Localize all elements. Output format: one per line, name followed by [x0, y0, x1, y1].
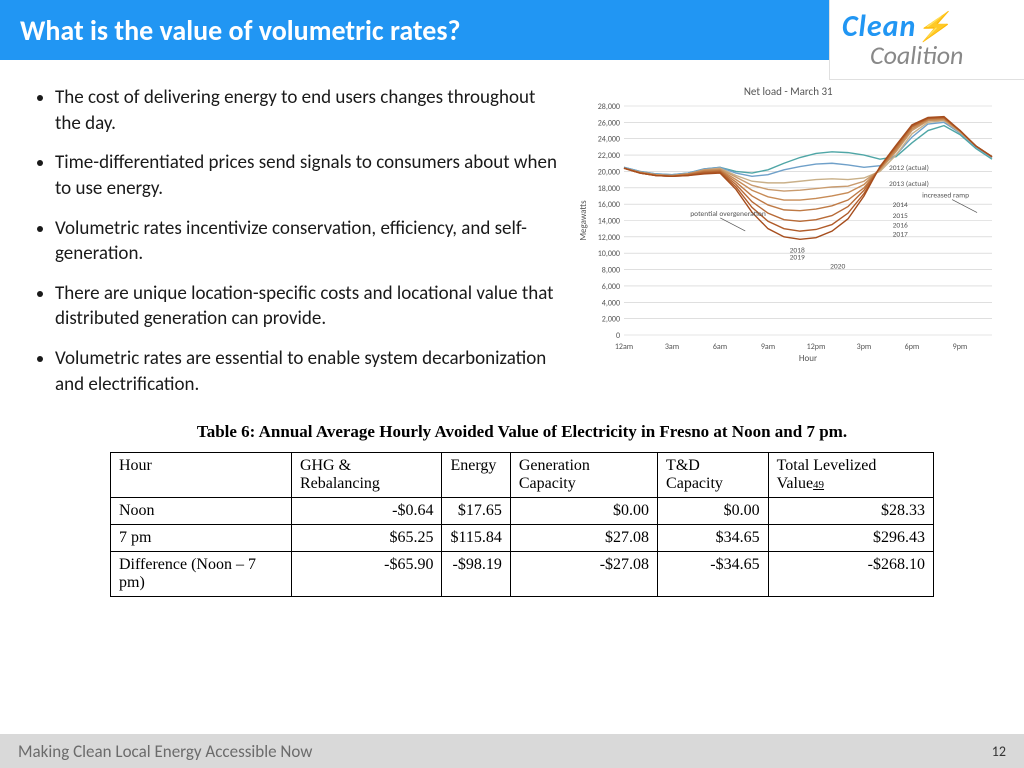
svg-text:2014: 2014: [893, 201, 908, 210]
table-row: Difference (Noon – 7 pm)-$65.90-$98.19-$…: [111, 551, 934, 596]
bullet-item: The cost of delivering energy to end use…: [55, 85, 557, 136]
svg-text:10,000: 10,000: [598, 249, 620, 259]
table-section: Table 6: Annual Average Hourly Avoided V…: [0, 421, 1024, 596]
col-hour: Hour: [111, 452, 292, 497]
table-cell: $34.65: [658, 524, 769, 551]
svg-text:increased ramp: increased ramp: [923, 192, 970, 201]
footer-tagline: Making Clean Local Energy Accessible Now: [18, 741, 312, 762]
col-ghg: GHG & Rebalancing: [291, 452, 442, 497]
chart-area: Net load - March 31 0 2,000 4,000 6,000 8,00…: [572, 85, 1004, 411]
svg-text:8,000: 8,000: [602, 266, 620, 276]
svg-text:0: 0: [616, 331, 620, 341]
svg-text:14,000: 14,000: [598, 217, 620, 227]
table-cell: $27.08: [510, 524, 657, 551]
svg-text:6am: 6am: [713, 342, 727, 352]
svg-text:2013 (actual): 2013 (actual): [889, 179, 929, 189]
logo: Clean⚡ Coalition: [829, 0, 1024, 80]
chart-title: Net load - March 31: [572, 85, 1004, 98]
table-title: Table 6: Annual Average Hourly Avoided V…: [110, 421, 934, 443]
svg-text:18,000: 18,000: [598, 184, 620, 194]
table-cell: $17.65: [442, 497, 510, 524]
svg-text:16,000: 16,000: [598, 200, 620, 210]
table-row: 7 pm$65.25$115.84$27.08$34.65$296.43: [111, 524, 934, 551]
col-gencap: Generation Capacity: [510, 452, 657, 497]
svg-text:potential overgeneration: potential overgeneration: [691, 210, 767, 219]
page-number: 12: [992, 743, 1006, 760]
svg-text:12am: 12am: [615, 342, 633, 352]
bullet-list: The cost of delivering energy to end use…: [30, 85, 557, 397]
svg-text:12pm: 12pm: [807, 342, 826, 352]
table-cell: -$27.08: [510, 551, 657, 596]
table-cell: -$34.65: [658, 551, 769, 596]
svg-text:28,000: 28,000: [598, 102, 620, 112]
svg-text:3pm: 3pm: [857, 342, 872, 352]
content-row: The cost of delivering energy to end use…: [0, 60, 1024, 421]
svg-text:2016: 2016: [893, 221, 908, 230]
bullet-list-container: The cost of delivering energy to end use…: [30, 85, 557, 411]
svg-text:2019: 2019: [790, 253, 805, 262]
svg-text:24,000: 24,000: [598, 135, 620, 145]
svg-text:2017: 2017: [893, 231, 908, 240]
table-cell: $296.43: [768, 524, 933, 551]
table-cell: $0.00: [658, 497, 769, 524]
table-cell: $115.84: [442, 524, 510, 551]
svg-text:2,000: 2,000: [602, 315, 620, 325]
page-title: What is the value of volumetric rates?: [20, 13, 460, 48]
footnote-ref: 49: [813, 479, 824, 491]
svg-text:2020: 2020: [831, 263, 846, 272]
table-cell: -$268.10: [768, 551, 933, 596]
table-cell: 7 pm: [111, 524, 292, 551]
svg-text:Hour: Hour: [799, 353, 817, 364]
bullet-item: Time-differentiated prices send signals …: [55, 150, 557, 201]
footer-bar: Making Clean Local Energy Accessible Now…: [0, 734, 1024, 768]
bullet-item: Volumetric rates incentivize conservatio…: [55, 216, 557, 267]
table-cell: $28.33: [768, 497, 933, 524]
col-total: Total Levelized Value49: [768, 452, 933, 497]
table-header-row: Hour GHG & Rebalancing Energy Generation…: [111, 452, 934, 497]
col-tdcap: T&D Capacity: [658, 452, 769, 497]
avoided-value-table: Hour GHG & Rebalancing Energy Generation…: [110, 452, 934, 597]
table-cell: -$98.19: [442, 551, 510, 596]
svg-text:4,000: 4,000: [602, 298, 620, 308]
logo-coalition-text: Coalition: [870, 39, 1012, 71]
svg-text:22,000: 22,000: [598, 151, 620, 161]
svg-text:9pm: 9pm: [953, 342, 968, 352]
svg-text:2015: 2015: [893, 212, 908, 221]
table-row: Noon-$0.64$17.65$0.00$0.00$28.33: [111, 497, 934, 524]
table-cell: Difference (Noon – 7 pm): [111, 551, 292, 596]
bullet-item: There are unique location-specific costs…: [55, 281, 557, 332]
svg-text:9am: 9am: [761, 342, 775, 352]
duck-curve-chart: 0 2,000 4,000 6,000 8,000 10,000 12,000 14,000 1…: [572, 100, 1002, 365]
table-cell: $0.00: [510, 497, 657, 524]
svg-text:26,000: 26,000: [598, 118, 620, 128]
table-cell: -$65.90: [291, 551, 442, 596]
table-cell: -$0.64: [291, 497, 442, 524]
svg-text:3am: 3am: [665, 342, 679, 352]
svg-text:6pm: 6pm: [905, 342, 920, 352]
svg-text:12,000: 12,000: [598, 233, 620, 243]
table-cell: $65.25: [291, 524, 442, 551]
svg-text:6,000: 6,000: [602, 282, 620, 292]
svg-text:Megawatts: Megawatts: [578, 200, 589, 241]
bullet-item: Volumetric rates are essential to enable…: [55, 346, 557, 397]
col-energy: Energy: [442, 452, 510, 497]
table-cell: Noon: [111, 497, 292, 524]
svg-text:2012 (actual): 2012 (actual): [889, 163, 929, 173]
header-bar: What is the value of volumetric rates? C…: [0, 0, 1024, 60]
svg-text:20,000: 20,000: [598, 167, 620, 177]
